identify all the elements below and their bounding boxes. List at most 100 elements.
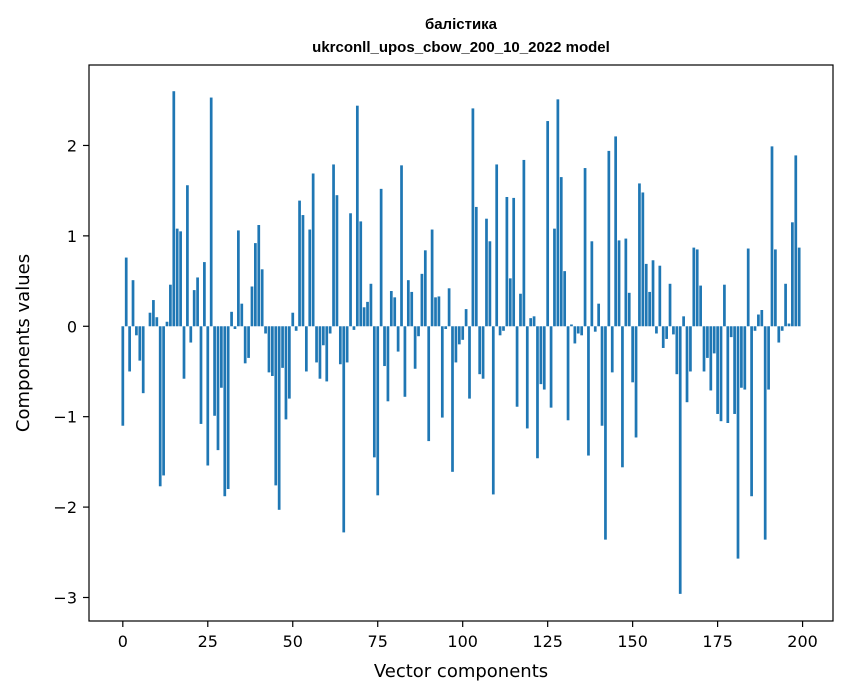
bar-15 [172, 91, 176, 327]
x-tick-label: 150 [617, 632, 648, 651]
bar-119 [525, 326, 529, 429]
bar-50 [291, 312, 295, 327]
bar-76 [379, 188, 383, 327]
bar-120 [529, 318, 533, 327]
bar-77 [383, 326, 386, 367]
bar-195 [784, 283, 787, 327]
bar-28 [216, 326, 220, 451]
bar-40 [257, 225, 261, 327]
bar-37 [247, 326, 250, 358]
bar-117 [519, 293, 522, 327]
bar-183 [743, 326, 747, 390]
bar-158 [658, 265, 662, 327]
x-tick-label: 0 [118, 632, 128, 651]
bar-6 [141, 326, 145, 394]
bar-78 [386, 326, 390, 402]
bar-59 [321, 326, 325, 346]
bar-18 [182, 326, 186, 379]
bar-36 [243, 326, 247, 364]
bar-35 [240, 303, 244, 327]
bar-105 [478, 326, 482, 375]
bar-149 [627, 292, 631, 327]
bar-92 [434, 297, 437, 327]
bar-62 [332, 164, 335, 327]
bar-108 [488, 241, 492, 327]
bar-133 [573, 326, 577, 344]
bar-187 [757, 314, 760, 327]
bars-group [121, 91, 801, 594]
bar-171 [702, 326, 706, 372]
bar-103 [471, 108, 475, 327]
x-axis-ticks: 0 25 50 75 100 125 150 175 200 [118, 621, 818, 651]
bar-102 [468, 326, 471, 399]
bar-63 [335, 195, 339, 327]
bar-25 [206, 326, 210, 466]
bar-125 [546, 121, 550, 327]
bar-94 [440, 326, 444, 418]
bar-38 [250, 286, 254, 327]
y-axis-label: Components values [13, 254, 34, 432]
bar-146 [617, 240, 621, 327]
bar-32 [230, 311, 233, 327]
bar-109 [491, 326, 495, 495]
bar-194 [780, 326, 784, 331]
bar-65 [342, 326, 346, 533]
bar-114 [508, 278, 512, 327]
bar-191 [770, 146, 774, 327]
bar-8 [148, 312, 152, 327]
bar-182 [740, 326, 743, 388]
bar-142 [604, 326, 607, 540]
bar-9 [152, 300, 155, 327]
bar-159 [661, 326, 665, 348]
bar-0 [121, 326, 125, 426]
bar-107 [485, 218, 488, 327]
bar-88 [420, 273, 424, 327]
bar-145 [614, 136, 618, 327]
bar-1 [124, 257, 128, 327]
y-axis-ticks: −3 −2 −1 0 1 2 [53, 136, 89, 607]
bar-193 [777, 326, 781, 343]
bar-135 [580, 326, 584, 336]
bar-126 [549, 326, 553, 408]
bar-173 [709, 326, 713, 391]
bar-11 [158, 326, 162, 487]
bar-163 [675, 326, 679, 375]
bar-196 [787, 323, 791, 327]
bar-47 [281, 326, 284, 368]
bar-54 [304, 326, 308, 372]
bar-12 [162, 326, 165, 476]
bar-172 [706, 326, 709, 358]
y-tick-label: 2 [67, 136, 77, 155]
bar-140 [597, 303, 601, 327]
bar-121 [532, 316, 536, 327]
bar-139 [593, 326, 597, 332]
bar-184 [746, 248, 750, 327]
bar-21 [192, 290, 196, 327]
bar-19 [186, 185, 189, 327]
bar-64 [338, 326, 342, 365]
bar-55 [308, 229, 312, 327]
bar-178 [726, 326, 730, 423]
bar-141 [600, 326, 604, 426]
y-tick-label: 0 [67, 317, 77, 336]
bar-127 [553, 228, 556, 327]
bar-174 [712, 326, 716, 354]
bar-106 [481, 326, 485, 379]
bar-80 [393, 297, 397, 327]
bar-104 [474, 206, 478, 327]
chart-subtitle: ukrconll_upos_cbow_200_10_2022 model [312, 39, 610, 56]
bar-167 [689, 326, 692, 372]
bar-56 [311, 173, 315, 327]
bar-112 [502, 326, 505, 331]
x-tick-label: 125 [532, 632, 563, 651]
bar-68 [352, 326, 356, 330]
bar-87 [417, 326, 420, 337]
bar-192 [774, 249, 777, 327]
x-tick-label: 100 [447, 632, 478, 651]
bar-17 [179, 231, 182, 327]
bar-153 [641, 192, 645, 327]
bar-16 [175, 228, 179, 327]
bar-30 [223, 326, 227, 497]
bar-91 [430, 229, 434, 327]
bar-67 [349, 213, 352, 327]
